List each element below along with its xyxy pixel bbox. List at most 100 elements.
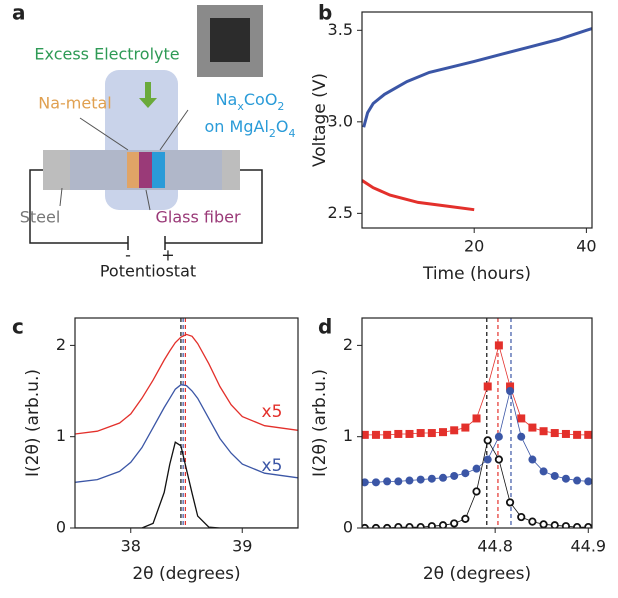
marker: [517, 512, 526, 522]
x-axis-label: 2θ (degrees): [132, 564, 240, 584]
series-line: [75, 333, 298, 435]
panel-a: a Excess Electrolyte Na-metal NaxCoO2 on…: [12, 1, 295, 281]
y-axis-label: I(2θ) (arb.u.): [23, 369, 43, 477]
marker: [439, 428, 448, 437]
steel-end: [43, 150, 70, 190]
marker: [383, 477, 392, 486]
marker: [416, 475, 425, 484]
marker: [427, 522, 436, 528]
label-part: x: [237, 100, 244, 113]
x-tick-label: 44.9: [570, 537, 606, 556]
marker: [494, 455, 503, 464]
y-tick-label: 3.5: [328, 20, 353, 39]
label-part: on MgAl: [205, 117, 269, 136]
marker: [584, 430, 592, 439]
label: NaxCoO2: [216, 90, 285, 113]
y-tick-label: 1: [56, 426, 66, 445]
label-part: O: [276, 117, 289, 136]
marker: [539, 467, 548, 476]
marker: [362, 430, 369, 439]
y-tick-label: 0: [56, 518, 66, 537]
marker: [483, 455, 492, 464]
marker: [472, 487, 481, 496]
label: Excess Electrolyte: [34, 45, 179, 64]
marker: [427, 474, 436, 483]
arrow: [139, 82, 157, 108]
marker: [394, 477, 403, 486]
marker: [416, 429, 425, 438]
marker: [427, 429, 436, 438]
label-part: 4: [288, 127, 295, 140]
marker: [506, 387, 515, 396]
x-tick-label: 44.8: [477, 537, 513, 556]
y-axis-label: Voltage (V): [310, 73, 330, 167]
na-metal: [127, 152, 139, 188]
marker: [371, 478, 380, 487]
marker: [550, 471, 559, 480]
marker: [483, 382, 492, 391]
x-tick-label: 20: [464, 237, 484, 256]
pointer: [59, 109, 189, 211]
label: Potentiostat: [100, 262, 196, 281]
label: +: [161, 246, 174, 265]
panel-label: a: [12, 1, 26, 25]
y-tick-label: 0: [343, 518, 353, 537]
marker: [528, 517, 537, 526]
marker: [394, 429, 403, 438]
marker: [573, 430, 582, 439]
x-tick-label: 38: [121, 537, 141, 556]
series-line: [362, 27, 592, 128]
marker: [561, 522, 571, 528]
panel-label: b: [318, 1, 332, 25]
marker: [438, 521, 448, 528]
y-tick-label: 1: [343, 426, 353, 445]
series-line: [75, 384, 298, 483]
marker: [461, 469, 470, 478]
axes-frame: [74, 317, 299, 529]
marker: [528, 455, 537, 464]
marker: [561, 474, 570, 483]
y-tick-label: 2: [343, 335, 353, 354]
marker: [472, 464, 481, 473]
label: Steel: [20, 208, 61, 227]
marker: [405, 429, 414, 438]
marker: [450, 426, 459, 435]
marker: [362, 478, 369, 487]
marker: [472, 414, 481, 423]
marker: [394, 522, 403, 528]
glass-fiber: [139, 152, 152, 188]
y-tick-label: 2: [56, 335, 66, 354]
label: on MgAl2O4: [205, 117, 296, 140]
x-axis-label: 2θ (degrees): [423, 564, 531, 584]
label-part: 2: [277, 100, 284, 113]
series-line: [362, 179, 475, 212]
y-tick-label: 2.5: [328, 203, 353, 222]
marker: [405, 522, 414, 528]
marker: [461, 514, 470, 523]
marker: [439, 473, 448, 482]
y-tick-label: 3.0: [328, 111, 353, 130]
x-axis-label: Time (hours): [422, 264, 531, 284]
marker: [506, 382, 515, 391]
x-tick-label: 40: [576, 237, 596, 256]
plot-area: [362, 318, 592, 528]
marker: [561, 429, 570, 438]
marker: [517, 414, 526, 423]
y-axis-label: I(2θ) (arb.u.): [310, 369, 330, 477]
label: Na-metal: [38, 94, 112, 113]
marker: [483, 436, 492, 445]
plot-area: [362, 27, 592, 212]
marker: [383, 430, 392, 439]
marker: [517, 432, 526, 441]
label-part: CoO: [244, 90, 278, 109]
marker: [573, 476, 582, 485]
annotation: x5: [262, 402, 283, 422]
axes-frame: [361, 11, 593, 229]
marker: [573, 522, 582, 528]
marker: [539, 427, 548, 436]
label-part: Na: [216, 90, 238, 109]
plot-area: [75, 318, 298, 528]
marker: [416, 522, 425, 528]
marker: [539, 520, 548, 528]
